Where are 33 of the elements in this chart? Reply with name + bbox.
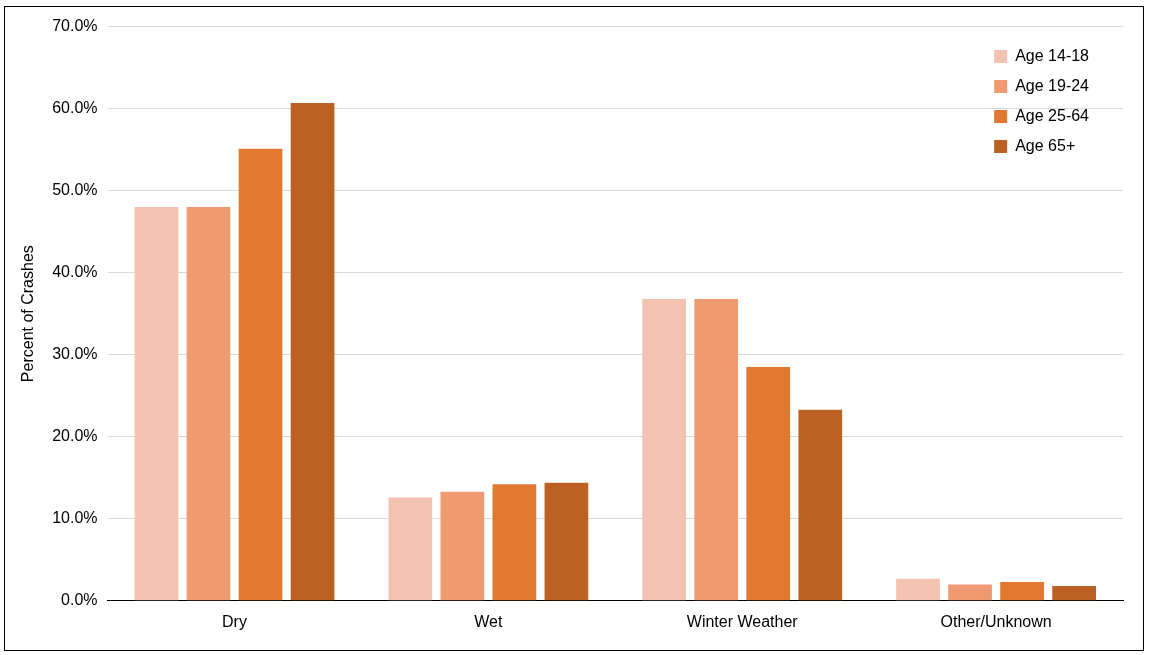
- bar: [1052, 586, 1096, 601]
- y-tick-label: 60.0%: [52, 99, 98, 117]
- y-axis-title: Percent of Crashes: [19, 245, 37, 383]
- bar: [492, 484, 537, 601]
- y-tick-label: 40.0%: [52, 263, 98, 281]
- y-tick-label: 50.0%: [52, 181, 98, 199]
- bar: [388, 497, 433, 601]
- bar: [948, 584, 992, 601]
- legend-label: Age 25-64: [1015, 107, 1090, 125]
- bar: [798, 409, 843, 601]
- bar: [746, 367, 791, 601]
- bar: [238, 148, 283, 601]
- legend-label: Age 19-24: [1015, 77, 1090, 95]
- x-tick-label: Winter Weather: [686, 612, 799, 630]
- y-tick-label: 20.0%: [52, 427, 98, 445]
- x-tick-label: Wet: [474, 612, 503, 630]
- y-tick-label: 10.0%: [52, 509, 98, 527]
- y-tick-label: 0.0%: [61, 591, 98, 609]
- bar: [1000, 581, 1044, 601]
- bar: [440, 491, 485, 601]
- y-tick-label: 70.0%: [52, 17, 98, 35]
- legend-label: Age 65+: [1015, 137, 1076, 155]
- bar: [290, 102, 335, 601]
- bar: [134, 207, 179, 601]
- bar: [186, 207, 231, 601]
- legend-label: Age 14-18: [1015, 47, 1090, 65]
- y-tick-label: 30.0%: [52, 345, 98, 363]
- bar: [694, 298, 739, 601]
- bar: [896, 578, 940, 601]
- bar: [642, 298, 687, 601]
- x-tick-label: Other/Unknown: [940, 612, 1052, 630]
- bar: [544, 482, 589, 601]
- x-tick-label: Dry: [222, 612, 247, 630]
